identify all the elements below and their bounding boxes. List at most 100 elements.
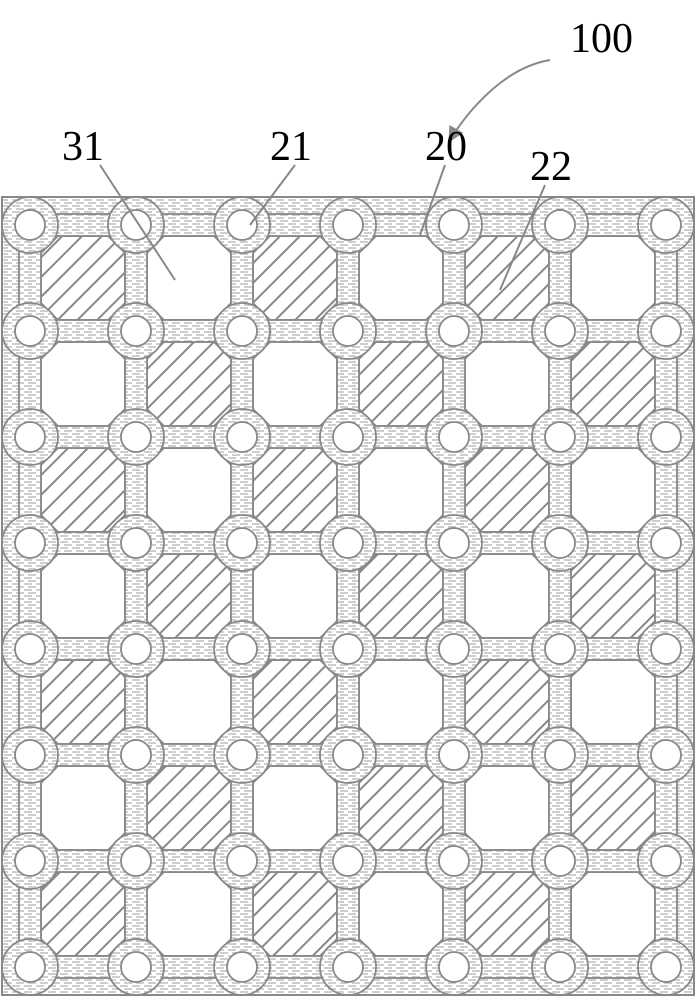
connector-h: [374, 956, 428, 978]
connector-v: [231, 781, 253, 835]
node-core: [333, 528, 363, 558]
connector-v: [125, 569, 147, 623]
node-core: [333, 422, 363, 452]
node-core: [121, 846, 151, 876]
node-core: [15, 528, 45, 558]
cell-plain: [253, 766, 337, 850]
connector-h: [374, 638, 428, 660]
connector-h: [374, 744, 428, 766]
node-core: [15, 846, 45, 876]
node-core: [333, 846, 363, 876]
cell-hatched: [571, 766, 655, 850]
node-core: [651, 634, 681, 664]
connector-v: [231, 675, 253, 729]
cell-plain: [359, 448, 443, 532]
connector-v: [231, 463, 253, 517]
connector-v: [19, 781, 41, 835]
connector-v: [549, 463, 571, 517]
node-core: [439, 528, 469, 558]
connector-v: [443, 675, 465, 729]
cell-plain: [359, 236, 443, 320]
connector-h: [162, 214, 216, 236]
node-core: [15, 634, 45, 664]
connector-h: [56, 638, 110, 660]
diagram-canvas: 10031212022: [0, 0, 699, 1000]
cell-plain: [465, 342, 549, 426]
connector-h: [586, 956, 640, 978]
node-core: [227, 422, 257, 452]
node-core: [545, 528, 575, 558]
connector-h: [268, 850, 322, 872]
cell-hatched: [253, 872, 337, 956]
connector-v: [655, 781, 677, 835]
connector-v: [655, 357, 677, 411]
connector-h: [162, 532, 216, 554]
connector-h: [586, 214, 640, 236]
cell-hatched: [359, 766, 443, 850]
node-core: [227, 846, 257, 876]
node-core: [227, 634, 257, 664]
cell-plain: [465, 766, 549, 850]
cell-hatched: [147, 342, 231, 426]
node-core: [121, 952, 151, 982]
node-core: [545, 846, 575, 876]
node-core: [439, 210, 469, 240]
label-100: 100: [570, 16, 633, 62]
connector-v: [337, 781, 359, 835]
label-31: 31: [62, 124, 104, 170]
cell-plain: [147, 660, 231, 744]
connector-v: [337, 463, 359, 517]
cell-plain: [41, 554, 125, 638]
connector-h: [162, 320, 216, 342]
connector-v: [549, 781, 571, 835]
cell-plain: [147, 872, 231, 956]
cell-plain: [147, 448, 231, 532]
node-core: [227, 316, 257, 346]
node-core: [439, 952, 469, 982]
cell-plain: [359, 872, 443, 956]
cell-hatched: [41, 448, 125, 532]
connector-h: [162, 638, 216, 660]
connector-h: [480, 638, 534, 660]
cell-hatched: [465, 660, 549, 744]
connector-v: [655, 887, 677, 941]
node-core: [333, 634, 363, 664]
connector-h: [374, 426, 428, 448]
connector-h: [586, 426, 640, 448]
panel: [2, 197, 694, 995]
connector-v: [549, 887, 571, 941]
node-core: [651, 740, 681, 770]
cell-plain: [571, 236, 655, 320]
connector-v: [19, 251, 41, 305]
connector-v: [443, 569, 465, 623]
cell-hatched: [465, 872, 549, 956]
node-core: [545, 422, 575, 452]
cell-hatched: [147, 554, 231, 638]
cell-plain: [147, 236, 231, 320]
cell-plain: [571, 872, 655, 956]
connector-v: [655, 463, 677, 517]
connector-v: [549, 251, 571, 305]
connector-h: [162, 744, 216, 766]
cell-hatched: [253, 660, 337, 744]
cell-plain: [359, 660, 443, 744]
node-core: [227, 952, 257, 982]
connector-h: [480, 214, 534, 236]
node-core: [15, 952, 45, 982]
node-core: [121, 316, 151, 346]
connector-h: [162, 850, 216, 872]
node-core: [15, 210, 45, 240]
connector-h: [56, 320, 110, 342]
connector-h: [162, 956, 216, 978]
connector-v: [19, 569, 41, 623]
node-core: [333, 740, 363, 770]
node-core: [545, 316, 575, 346]
cell-plain: [41, 342, 125, 426]
cell-hatched: [571, 554, 655, 638]
cell-plain: [41, 766, 125, 850]
connector-h: [56, 744, 110, 766]
connector-h: [480, 850, 534, 872]
connector-v: [337, 251, 359, 305]
node-core: [651, 528, 681, 558]
connector-h: [56, 214, 110, 236]
